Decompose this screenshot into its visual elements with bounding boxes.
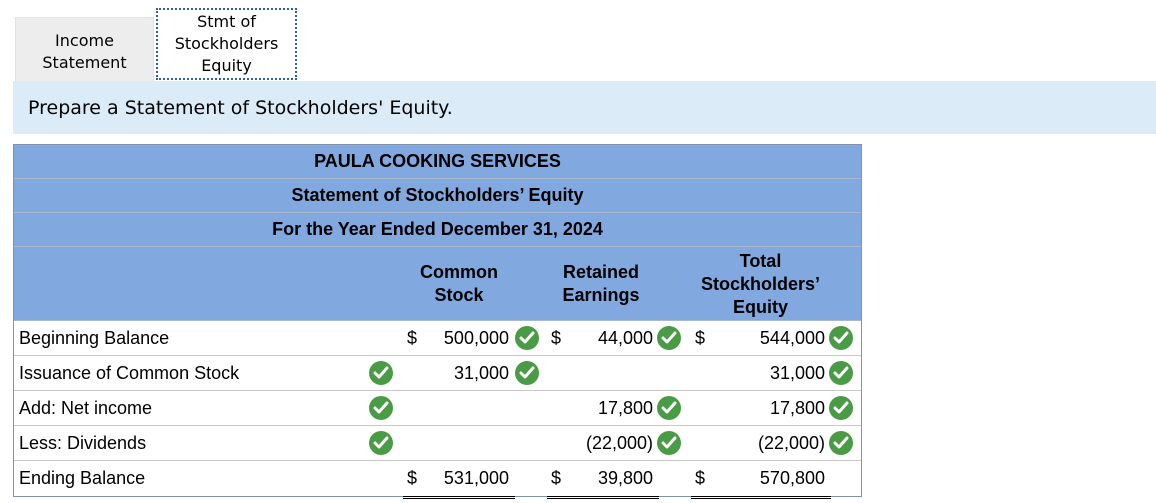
common-stock-input[interactable]: 531,000 — [443, 468, 509, 488]
total-equity-input[interactable]: 17,800 — [769, 398, 825, 418]
column-header-total-equity: Total Stockholders’ Equity — [700, 251, 821, 317]
row-label[interactable]: Add: Net income — [19, 398, 153, 418]
total-equity-input[interactable]: 544,000 — [759, 328, 825, 348]
correct-check-icon — [369, 431, 393, 455]
row-label[interactable]: Less: Dividends — [19, 433, 147, 453]
table-row: Less: Dividends (22,000) (22,000) — [14, 426, 861, 461]
row-label[interactable]: Beginning Balance — [19, 328, 170, 348]
tab-stmt-label: Stmt of Stockholders Equity — [174, 12, 279, 75]
total-equity-input[interactable]: 31,000 — [769, 363, 825, 383]
double-underline — [547, 496, 659, 499]
dollar-sign: $ — [695, 328, 706, 348]
double-underline — [403, 496, 515, 499]
dollar-sign: $ — [551, 328, 562, 348]
correct-check-icon — [657, 326, 681, 350]
tab-income-statement-label: Income Statement — [42, 31, 127, 72]
dollar-sign: $ — [551, 468, 562, 488]
dollar-sign: $ — [407, 328, 418, 348]
correct-check-icon — [515, 361, 539, 385]
statement-period-text: For the Year Ended December 31, 2024 — [272, 219, 603, 239]
statement-title: Statement of Stockholders’ Equity — [14, 179, 861, 213]
correct-check-icon — [369, 361, 393, 385]
correct-check-icon — [515, 326, 539, 350]
retained-earnings-input[interactable]: 44,000 — [597, 328, 653, 348]
correct-check-icon — [829, 361, 853, 385]
retained-earnings-input[interactable]: 17,800 — [597, 398, 653, 418]
correct-check-icon — [657, 396, 681, 420]
dollar-sign: $ — [695, 468, 706, 488]
common-stock-input[interactable]: 500,000 — [443, 328, 509, 348]
table-row: Beginning Balance $ $ $500,000 44,000 544,000 — [14, 321, 861, 356]
column-headers: Common Stock Retained Earnings Total Sto… — [14, 247, 861, 321]
table-row: Ending Balance $ $ $531,000 39,800 570,800 — [14, 461, 861, 499]
correct-check-icon — [369, 396, 393, 420]
row-label[interactable]: Issuance of Common Stock — [19, 363, 240, 383]
common-stock-input[interactable]: 31,000 — [453, 363, 509, 383]
retained-earnings-input[interactable]: (22,000) — [585, 433, 653, 453]
row-label[interactable]: Ending Balance — [19, 468, 146, 488]
company-name-text: PAULA COOKING SERVICES — [314, 151, 561, 171]
statement-title-text: Statement of Stockholders’ Equity — [291, 185, 584, 205]
table-row: Add: Net income 17,800 17,800 — [14, 391, 861, 426]
table-row: Issuance of Common Stock 31,000 31,000 — [14, 356, 861, 391]
instruction-text: Prepare a Statement of Stockholders' Equ… — [28, 96, 453, 119]
tab-stmt-stockholders-equity[interactable]: Stmt of Stockholders Equity — [156, 8, 297, 80]
total-equity-input[interactable]: 570,800 — [759, 468, 825, 488]
dollar-sign: $ — [407, 468, 418, 488]
retained-earnings-input[interactable]: 39,800 — [597, 468, 653, 488]
correct-check-icon — [829, 326, 853, 350]
correct-check-icon — [829, 396, 853, 420]
statement-table: PAULA COOKING SERVICES Statement of Stoc… — [13, 144, 862, 499]
tab-income-statement[interactable]: Income Statement — [15, 17, 154, 87]
double-underline — [691, 496, 831, 499]
correct-check-icon — [657, 431, 681, 455]
correct-check-icon — [829, 431, 853, 455]
column-header-common-stock: Common Stock — [420, 262, 498, 305]
instruction-banner: Prepare a Statement of Stockholders' Equ… — [13, 81, 1156, 134]
statement-period: For the Year Ended December 31, 2024 — [14, 213, 861, 247]
column-header-retained-earnings: Retained Earnings — [562, 262, 640, 305]
total-equity-input[interactable]: (22,000) — [757, 433, 825, 453]
statement-rows: Beginning Balance $ $ $500,000 44,000 544,000… — [14, 321, 861, 499]
company-name: PAULA COOKING SERVICES — [14, 145, 861, 179]
